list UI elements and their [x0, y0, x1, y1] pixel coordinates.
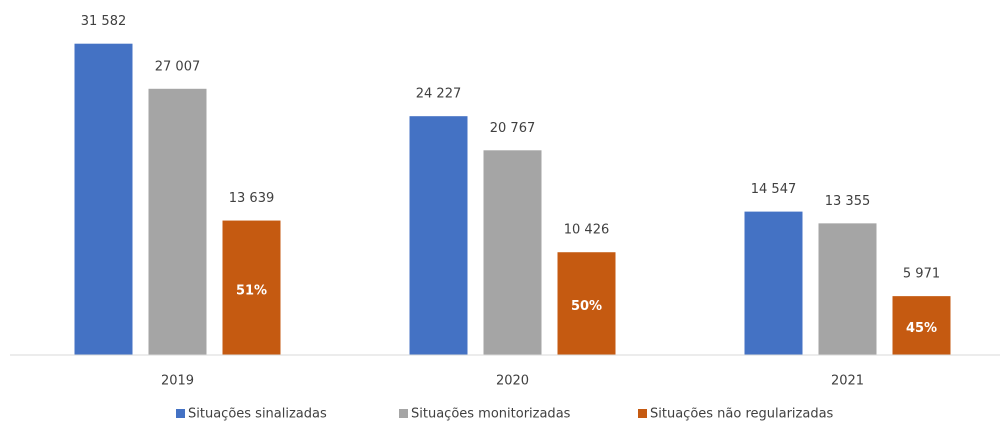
- percent-label: 51%: [236, 283, 267, 298]
- percent-label: 50%: [571, 299, 602, 314]
- legend-label: Situações monitorizadas: [411, 407, 571, 422]
- percent-label: 45%: [906, 321, 937, 336]
- legend-swatch: [399, 409, 408, 418]
- bar: [744, 211, 803, 355]
- value-label: 27 007: [155, 59, 201, 74]
- value-label: 10 426: [564, 223, 610, 238]
- value-label: 20 767: [490, 121, 536, 136]
- bar: [148, 88, 207, 355]
- x-tick-label: 2020: [496, 374, 529, 389]
- bar: [222, 220, 281, 355]
- value-label: 13 355: [825, 194, 871, 209]
- bar: [818, 223, 877, 355]
- bar: [892, 296, 951, 355]
- legend-swatch: [176, 409, 185, 418]
- value-label: 14 547: [751, 182, 797, 197]
- value-label: 31 582: [81, 14, 127, 29]
- value-label: 5 971: [903, 267, 940, 282]
- x-tick-label: 2019: [161, 374, 194, 389]
- legend-label: Situações não regularizadas: [650, 407, 834, 422]
- legend-swatch: [638, 409, 647, 418]
- bar: [483, 150, 542, 355]
- bar: [74, 43, 133, 356]
- bar: [409, 116, 468, 355]
- bar: [557, 252, 616, 355]
- value-label: 13 639: [229, 191, 275, 206]
- value-label: 24 227: [416, 87, 462, 102]
- x-tick-label: 2021: [831, 374, 864, 389]
- legend-label: Situações sinalizadas: [188, 407, 327, 422]
